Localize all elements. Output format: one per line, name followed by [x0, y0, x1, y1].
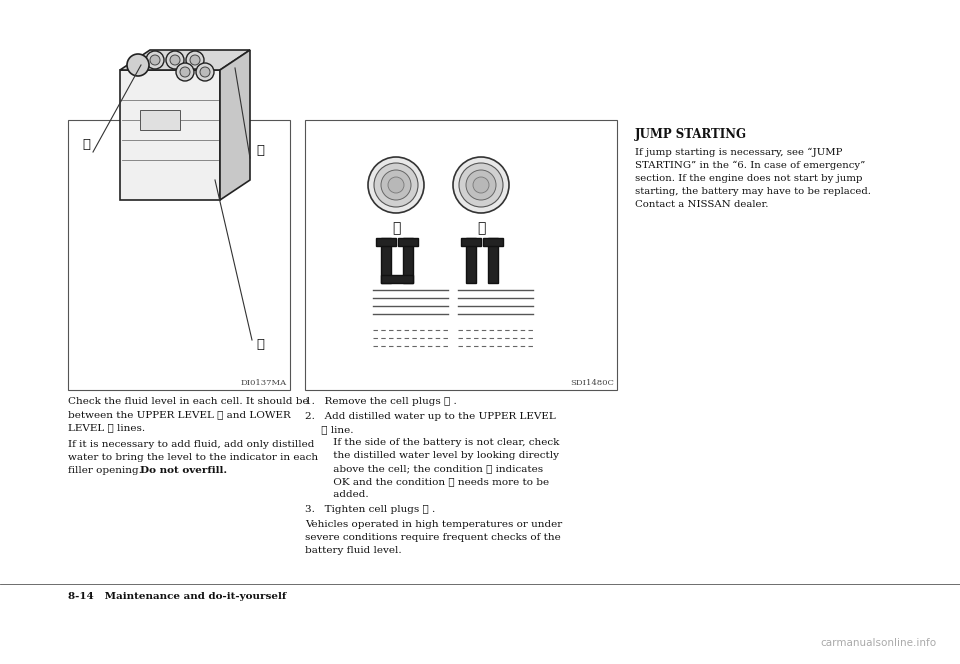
Circle shape [150, 55, 160, 65]
Bar [68, 120, 290, 390]
Text: If jump starting is necessary, see “JUMP: If jump starting is necessary, see “JUMP [635, 148, 842, 157]
Text: OK and the condition ② needs more to be: OK and the condition ② needs more to be [317, 477, 549, 486]
Text: If it is necessary to add fluid, add only distilled: If it is necessary to add fluid, add onl… [68, 440, 314, 449]
Text: If the side of the battery is not clear, check: If the side of the battery is not clear,… [317, 438, 560, 447]
Polygon shape [120, 50, 250, 70]
Text: between the UPPER LEVEL ① and LOWER: between the UPPER LEVEL ① and LOWER [68, 410, 291, 419]
Text: DI0137MA: DI0137MA [241, 379, 287, 387]
Text: 2.   Add distilled water up to the UPPER LEVEL: 2. Add distilled water up to the UPPER L… [305, 412, 556, 421]
Text: starting, the battery may have to be replaced.: starting, the battery may have to be rep… [635, 187, 871, 196]
Circle shape [166, 51, 184, 69]
Text: added.: added. [317, 490, 369, 499]
Circle shape [388, 177, 404, 193]
Text: SDI1480C: SDI1480C [570, 379, 614, 387]
Circle shape [127, 54, 149, 76]
Bar [403, 238, 413, 283]
Text: carmanualsonline.info: carmanualsonline.info [820, 638, 936, 648]
Text: section. If the engine does not start by jump: section. If the engine does not start by… [635, 174, 862, 183]
Circle shape [190, 55, 200, 65]
Text: filler opening.: filler opening. [68, 466, 145, 475]
Text: Do not overfill.: Do not overfill. [140, 466, 228, 475]
Text: ①: ① [256, 143, 264, 157]
Text: LEVEL ② lines.: LEVEL ② lines. [68, 423, 145, 432]
Circle shape [186, 51, 204, 69]
Text: Check the fluid level in each cell. It should be: Check the fluid level in each cell. It s… [68, 397, 308, 406]
Text: the distilled water level by looking directly: the distilled water level by looking dir… [317, 451, 559, 460]
Text: Ⓐ: Ⓐ [82, 139, 90, 151]
Text: battery fluid level.: battery fluid level. [305, 546, 401, 555]
Circle shape [170, 55, 180, 65]
Circle shape [196, 63, 214, 81]
Polygon shape [120, 70, 220, 200]
Bar [376, 238, 396, 246]
Bar [466, 238, 476, 283]
Text: ① line.: ① line. [305, 425, 353, 434]
Circle shape [453, 157, 509, 213]
Bar [381, 275, 413, 283]
Circle shape [473, 177, 489, 193]
Circle shape [176, 63, 194, 81]
Circle shape [146, 51, 164, 69]
Circle shape [368, 157, 424, 213]
Bar [483, 238, 503, 246]
Text: Vehicles operated in high temperatures or under: Vehicles operated in high temperatures o… [305, 520, 563, 529]
Text: Contact a NISSAN dealer.: Contact a NISSAN dealer. [635, 200, 769, 209]
Text: 3.   Tighten cell plugs Ⓐ .: 3. Tighten cell plugs Ⓐ . [305, 505, 435, 514]
Text: ②: ② [477, 221, 485, 235]
Circle shape [381, 170, 411, 200]
Text: severe conditions require frequent checks of the: severe conditions require frequent check… [305, 533, 561, 542]
Circle shape [466, 170, 496, 200]
Circle shape [374, 163, 418, 207]
Text: 8-14   Maintenance and do-it-yourself: 8-14 Maintenance and do-it-yourself [68, 592, 286, 601]
Text: water to bring the level to the indicator in each: water to bring the level to the indicato… [68, 453, 318, 462]
Bar [140, 110, 180, 130]
Text: 1.   Remove the cell plugs Ⓐ .: 1. Remove the cell plugs Ⓐ . [305, 397, 457, 406]
Text: JUMP STARTING: JUMP STARTING [635, 128, 747, 141]
Text: above the cell; the condition ① indicates: above the cell; the condition ① indicate… [317, 464, 543, 473]
Circle shape [180, 67, 190, 77]
Bar [305, 120, 617, 390]
Polygon shape [220, 50, 250, 200]
Text: ②: ② [256, 339, 264, 351]
Bar [398, 238, 418, 246]
Text: STARTING” in the “6. In case of emergency”: STARTING” in the “6. In case of emergenc… [635, 161, 865, 171]
Text: ①: ① [392, 221, 400, 235]
Circle shape [459, 163, 503, 207]
Circle shape [200, 67, 210, 77]
Bar [381, 238, 391, 283]
Bar [488, 238, 498, 283]
Bar [461, 238, 481, 246]
